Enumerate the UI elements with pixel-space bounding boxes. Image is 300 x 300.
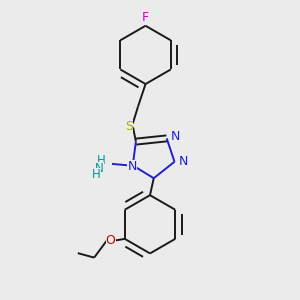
Text: S: S xyxy=(125,120,133,133)
Text: N: N xyxy=(170,130,180,142)
Text: H: H xyxy=(92,168,100,182)
Text: O: O xyxy=(106,234,116,247)
Text: F: F xyxy=(142,11,149,24)
Text: N: N xyxy=(128,160,137,173)
Text: N: N xyxy=(95,162,103,175)
Text: H: H xyxy=(97,154,106,167)
Text: N: N xyxy=(179,155,188,168)
